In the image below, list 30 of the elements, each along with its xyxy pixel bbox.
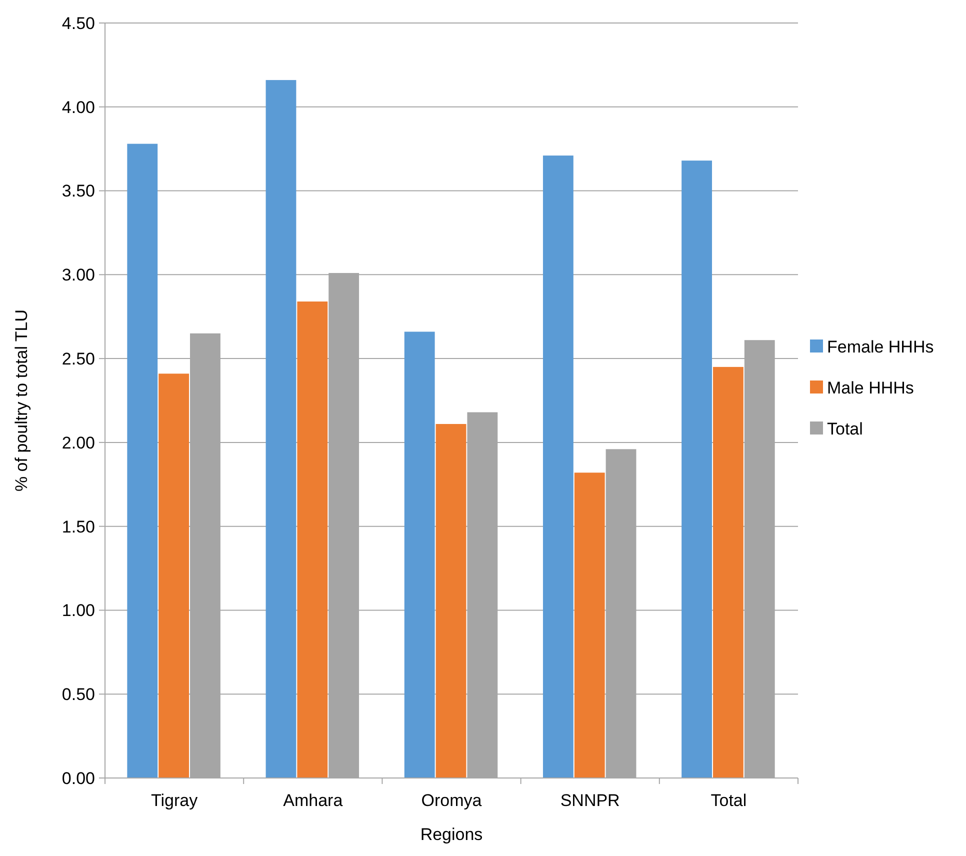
- y-tick-label: 3.50: [62, 182, 95, 201]
- x-tick-label: Oromya: [421, 791, 482, 810]
- bar: [297, 302, 328, 778]
- x-tick-label: Tigray: [150, 791, 198, 810]
- legend-label: Female HHHs: [827, 337, 934, 356]
- bar: [404, 332, 435, 778]
- bar: [158, 374, 190, 778]
- y-axis-title: % of poultry to total TLU: [12, 309, 31, 492]
- y-tick-label: 3.00: [62, 266, 95, 285]
- y-tick-label: 0.50: [62, 685, 95, 704]
- legend-label: Male HHHs: [827, 378, 914, 398]
- bar: [682, 160, 712, 778]
- bar: [574, 472, 605, 778]
- legend-label: Total: [827, 419, 863, 438]
- x-tick-label: Total: [710, 791, 747, 810]
- y-tick-label: 4.00: [62, 98, 95, 117]
- bar: [436, 424, 466, 778]
- y-tick-label: 1.00: [62, 601, 95, 620]
- y-tick-label: 0.00: [62, 768, 95, 788]
- x-tick-label: SNNPR: [560, 791, 620, 810]
- y-tick-label: 2.00: [62, 433, 95, 452]
- x-tick-label: Amhara: [283, 791, 344, 810]
- bar: [542, 156, 574, 778]
- bar: [266, 80, 296, 778]
- bar: [712, 366, 744, 778]
- bar: [127, 144, 158, 778]
- x-axis-title: Regions: [420, 825, 483, 844]
- y-tick-label: 2.50: [62, 350, 95, 369]
- y-tick-label: 4.50: [62, 14, 95, 33]
- y-tick-label: 1.50: [62, 517, 95, 536]
